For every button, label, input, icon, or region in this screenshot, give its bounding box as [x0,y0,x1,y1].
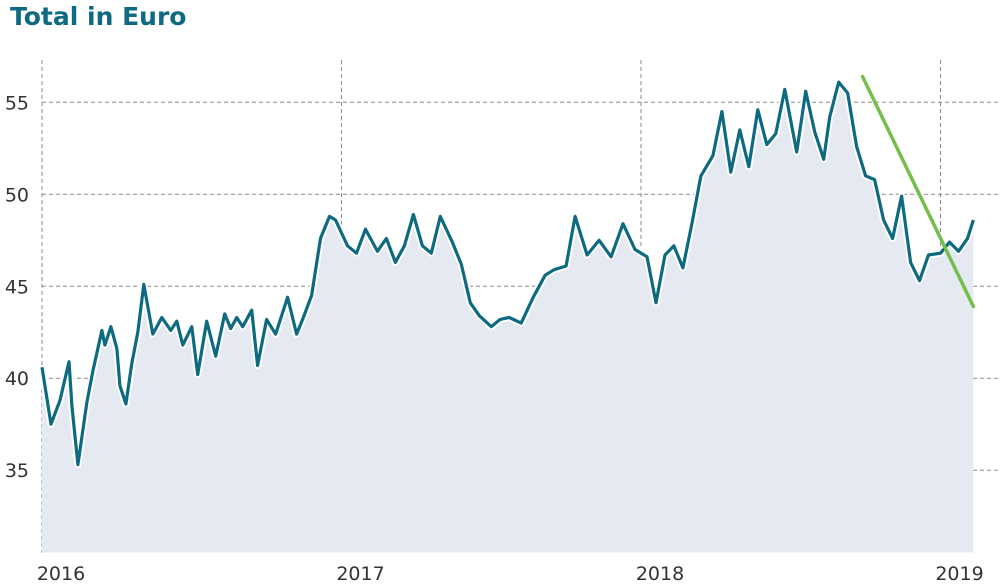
x-tick-label: 2018 [636,563,684,585]
y-tick-label: 45 [5,276,29,298]
x-tick-label: 2016 [37,563,85,585]
x-tick-label: 2017 [336,563,384,585]
axis-tick-labels: 35 40 45 50 55 2016 2017 2018 2019 [5,92,984,585]
y-tick-label: 40 [5,368,29,390]
y-tick-label: 50 [5,184,29,206]
trend-line [860,74,976,309]
series-area-fill [42,82,974,553]
y-tick-label: 55 [5,92,29,114]
chart-title: Total in Euro [10,2,187,31]
y-tick-label: 35 [5,460,29,482]
x-tick-label: 2019 [935,563,983,585]
series-line-total [40,80,975,467]
